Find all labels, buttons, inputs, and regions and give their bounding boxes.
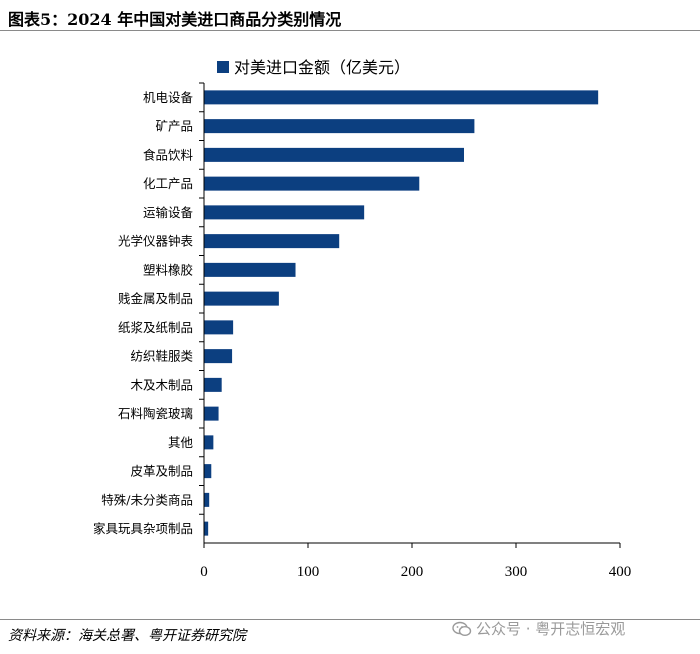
bar bbox=[204, 406, 219, 421]
category-label: 矿产品 bbox=[155, 119, 193, 134]
category-label: 贱金属及制品 bbox=[118, 291, 193, 306]
category-label: 纸浆及纸制品 bbox=[118, 320, 193, 335]
category-label: 家具玩具杂项制品 bbox=[93, 521, 193, 536]
category-label: 化工产品 bbox=[143, 176, 193, 191]
x-tick-label: 200 bbox=[401, 564, 424, 580]
bar bbox=[204, 377, 222, 392]
bar bbox=[204, 147, 464, 162]
x-tick-label: 400 bbox=[609, 564, 632, 580]
x-tick-label: 0 bbox=[200, 564, 208, 580]
category-label: 纺织鞋服类 bbox=[130, 349, 193, 364]
bar bbox=[204, 176, 420, 191]
title-divider bbox=[0, 30, 700, 31]
source-note: 资料来源：海关总署、粤开证券研究院 bbox=[8, 628, 246, 644]
bar bbox=[204, 492, 210, 507]
category-label: 其他 bbox=[168, 435, 194, 450]
bar bbox=[204, 262, 296, 277]
bars-group bbox=[204, 90, 599, 536]
category-label: 光学仪器钟表 bbox=[118, 234, 194, 249]
x-ticks: 0 100 200 300 400 bbox=[200, 543, 631, 580]
category-labels: 机电设备矿产品食品饮料化工产品运输设备光学仪器钟表塑料橡胶贱金属及制品纸浆及纸制… bbox=[93, 82, 204, 536]
figure-title: 图表5：2024 年中国对美进口商品分类别情况 bbox=[8, 10, 342, 29]
watermark-text: 公众号 · 粤开志恒宏观 bbox=[476, 620, 626, 638]
category-label: 机电设备 bbox=[143, 90, 194, 105]
bar bbox=[204, 464, 212, 479]
bar bbox=[204, 320, 234, 335]
category-label: 石料陶瓷玻璃 bbox=[118, 406, 193, 421]
bar bbox=[204, 234, 340, 249]
bar bbox=[204, 119, 475, 134]
bar bbox=[204, 205, 365, 220]
legend: 对美进口金额（亿美元） bbox=[217, 58, 410, 77]
x-tick-label: 300 bbox=[505, 564, 528, 580]
watermark: 公众号 · 粤开志恒宏观 bbox=[452, 618, 625, 639]
bar bbox=[204, 291, 279, 306]
category-label: 特殊/未分类商品 bbox=[101, 492, 193, 507]
category-label: 食品饮料 bbox=[143, 147, 194, 162]
category-label: 运输设备 bbox=[143, 205, 194, 220]
legend-swatch bbox=[217, 61, 229, 73]
bar bbox=[204, 349, 233, 364]
bar bbox=[204, 521, 209, 536]
source-divider bbox=[0, 619, 700, 620]
bar bbox=[204, 435, 214, 450]
category-label: 木及木制品 bbox=[130, 377, 193, 392]
category-label: 塑料橡胶 bbox=[143, 262, 193, 277]
x-tick-label: 100 bbox=[297, 564, 320, 580]
wechat-icon bbox=[452, 621, 472, 636]
bar bbox=[204, 90, 599, 105]
category-label: 皮革及制品 bbox=[130, 464, 193, 479]
legend-label: 对美进口金额（亿美元） bbox=[234, 58, 410, 77]
